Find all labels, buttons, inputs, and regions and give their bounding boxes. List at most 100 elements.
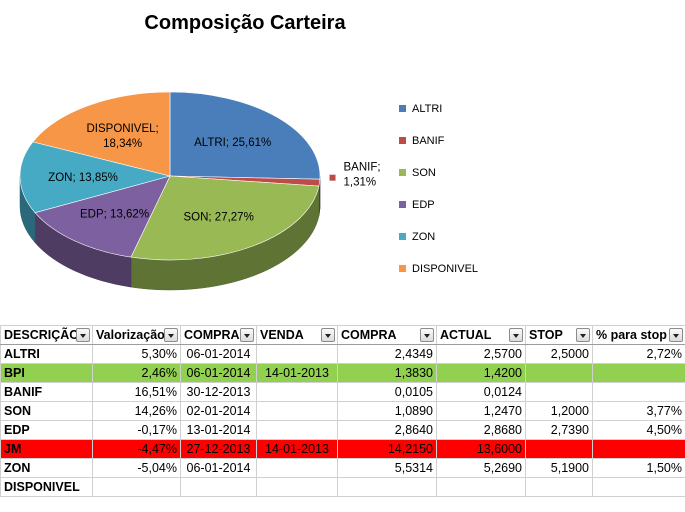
table-cell[interactable]: 06-01-2014 <box>180 344 257 364</box>
table-cell[interactable]: 02-01-2014 <box>180 401 257 421</box>
table-cell[interactable] <box>256 382 338 402</box>
table-cell[interactable] <box>592 439 685 459</box>
table-cell[interactable]: 27-12-2013 <box>180 439 257 459</box>
legend-swatch <box>399 105 406 112</box>
table-row: JM -4,47% 27-12-2013 14-01-2013 14,2150 13,60… <box>0 439 685 459</box>
pie-data-label: ALTRI; 25,61% <box>194 137 271 149</box>
header-data-venda[interactable]: VENDA <box>256 325 338 345</box>
header-descricao[interactable]: DESCRIÇÃO <box>0 325 93 345</box>
table-cell[interactable]: BANIF <box>0 382 93 402</box>
table-cell[interactable]: DISPONIVEL <box>0 477 93 497</box>
table-cell[interactable]: 30-12-2013 <box>180 382 257 402</box>
table-cell[interactable] <box>436 477 526 497</box>
pie-slice-son <box>130 175 320 261</box>
table-cell[interactable] <box>525 477 593 497</box>
header-actual[interactable]: ACTUAL <box>436 325 526 345</box>
pie-data-label: EDP; 13,62% <box>80 209 149 221</box>
table-row: BANIF 16,51% 30-12-2013 0,0105 0,0124 <box>0 382 685 402</box>
filter-dropdown-icon[interactable] <box>669 328 683 342</box>
table-cell[interactable]: 1,50% <box>592 458 685 478</box>
table-cell[interactable]: 2,8640 <box>337 420 437 440</box>
table-cell[interactable] <box>592 382 685 402</box>
legend-label-altri: ALTRI <box>412 103 442 115</box>
table-cell[interactable] <box>92 477 181 497</box>
table-row: ZON -5,04% 06-01-2014 5,5314 5,2690 5,1900 1,5… <box>0 458 685 478</box>
table-cell[interactable] <box>256 344 338 364</box>
table-cell[interactable]: 1,4200 <box>436 363 526 383</box>
pie-chart-svg: ALTRI; 25,61% BANIF; 1,31% SON; 27,27% EDP; … <box>19 91 478 291</box>
pie-chart[interactable]: Composição Carteira ALTRI; 25,61% BANIF; 1… <box>0 0 685 325</box>
table-cell[interactable]: 1,0890 <box>337 401 437 421</box>
table-cell[interactable]: 06-01-2014 <box>180 458 257 478</box>
table-cell[interactable]: -4,47% <box>92 439 181 459</box>
table-cell[interactable]: ZON <box>0 458 93 478</box>
legend-label-zon: ZON <box>412 231 435 243</box>
table-cell[interactable]: 06-01-2014 <box>180 363 257 383</box>
table-cell[interactable]: 2,5000 <box>525 344 593 364</box>
table-cell[interactable] <box>256 420 338 440</box>
filter-dropdown-icon[interactable] <box>76 328 90 342</box>
table-cell[interactable]: SON <box>0 401 93 421</box>
table-cell[interactable] <box>256 477 338 497</box>
table-cell[interactable]: 1,2000 <box>525 401 593 421</box>
table-cell[interactable]: 3,77% <box>592 401 685 421</box>
table-cell[interactable] <box>592 363 685 383</box>
table-cell[interactable]: 16,51% <box>92 382 181 402</box>
filter-dropdown-icon[interactable] <box>164 328 178 342</box>
table-cell[interactable] <box>525 363 593 383</box>
table-cell[interactable]: JM <box>0 439 93 459</box>
portfolio-table: DESCRIÇÃO Valorização COMPRA VENDA COMPR… <box>0 325 685 497</box>
table-row: DISPONIVEL <box>0 477 685 497</box>
legend-swatch <box>399 169 406 176</box>
table-cell[interactable] <box>256 458 338 478</box>
table-cell[interactable] <box>337 477 437 497</box>
table-cell[interactable]: BPI <box>0 363 93 383</box>
pie-label-marker <box>329 174 336 181</box>
table-cell[interactable]: 14-01-2013 <box>256 363 338 383</box>
pie-data-label: SON; 27,27% <box>183 211 253 223</box>
table-cell[interactable]: 14-01-2013 <box>256 439 338 459</box>
table-cell[interactable]: 1,2470 <box>436 401 526 421</box>
table-cell[interactable]: -5,04% <box>92 458 181 478</box>
table-row: ALTRI 5,30% 06-01-2014 2,4349 2,5700 2,5000 2,… <box>0 344 685 364</box>
header-valorizacao[interactable]: Valorização <box>92 325 181 345</box>
filter-dropdown-icon[interactable] <box>240 328 254 342</box>
table-cell[interactable]: 14,2150 <box>337 439 437 459</box>
filter-dropdown-icon[interactable] <box>576 328 590 342</box>
filter-dropdown-icon[interactable] <box>509 328 523 342</box>
table-cell[interactable]: 0,0105 <box>337 382 437 402</box>
table-cell[interactable]: 13-01-2014 <box>180 420 257 440</box>
table-row: SON 14,26% 02-01-2014 1,0890 1,2470 1,2000 3,7… <box>0 401 685 421</box>
table-cell[interactable]: 2,8680 <box>436 420 526 440</box>
table-cell[interactable]: 2,7390 <box>525 420 593 440</box>
table-cell[interactable]: 14,26% <box>92 401 181 421</box>
table-cell[interactable]: 5,1900 <box>525 458 593 478</box>
table-cell[interactable] <box>525 382 593 402</box>
table-cell[interactable]: ALTRI <box>0 344 93 364</box>
table-cell[interactable]: 2,5700 <box>436 344 526 364</box>
legend-swatch <box>399 265 406 272</box>
table-cell[interactable]: EDP <box>0 420 93 440</box>
filter-dropdown-icon[interactable] <box>321 328 335 342</box>
table-cell[interactable] <box>180 477 257 497</box>
table-cell[interactable]: 13,6000 <box>436 439 526 459</box>
table-cell[interactable] <box>592 477 685 497</box>
table-cell[interactable]: 1,3830 <box>337 363 437 383</box>
table-cell[interactable]: 4,50% <box>592 420 685 440</box>
filter-dropdown-icon[interactable] <box>420 328 434 342</box>
header-stop[interactable]: STOP <box>525 325 593 345</box>
legend-label-edp: EDP <box>412 199 435 211</box>
table-cell[interactable]: 5,2690 <box>436 458 526 478</box>
table-cell[interactable]: 2,46% <box>92 363 181 383</box>
header-compra[interactable]: COMPRA <box>337 325 437 345</box>
header-data-compra[interactable]: COMPRA <box>180 325 257 345</box>
table-cell[interactable]: -0,17% <box>92 420 181 440</box>
table-cell[interactable] <box>256 401 338 421</box>
table-cell[interactable] <box>525 439 593 459</box>
table-cell[interactable]: 0,0124 <box>436 382 526 402</box>
table-cell[interactable]: 5,30% <box>92 344 181 364</box>
table-cell[interactable]: 5,5314 <box>337 458 437 478</box>
table-cell[interactable]: 2,4349 <box>337 344 437 364</box>
table-cell[interactable]: 2,72% <box>592 344 685 364</box>
header-percent-para-stop[interactable]: % para stop <box>592 325 685 345</box>
